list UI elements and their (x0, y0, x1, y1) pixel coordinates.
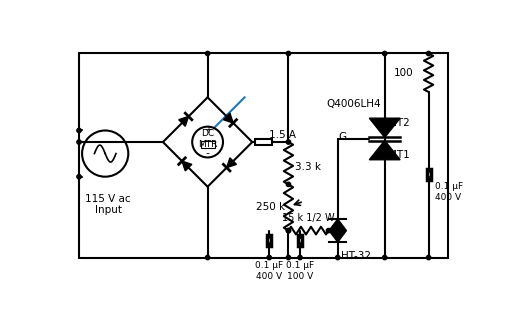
Circle shape (286, 182, 291, 187)
Circle shape (77, 128, 81, 133)
Circle shape (77, 174, 81, 179)
Text: 0.1 μF
100 V: 0.1 μF 100 V (286, 261, 314, 281)
Polygon shape (369, 118, 400, 137)
Polygon shape (369, 141, 400, 160)
Circle shape (286, 229, 291, 233)
Circle shape (427, 255, 431, 260)
Text: G: G (338, 132, 346, 142)
Text: 3.3 k: 3.3 k (295, 162, 321, 172)
Circle shape (298, 255, 302, 260)
Polygon shape (182, 161, 192, 171)
Polygon shape (227, 158, 237, 168)
Polygon shape (329, 230, 346, 242)
Circle shape (286, 229, 291, 233)
Polygon shape (329, 219, 346, 230)
Text: MT1: MT1 (388, 150, 409, 160)
Circle shape (383, 51, 387, 56)
Text: 0.1 μF
400 V: 0.1 μF 400 V (255, 261, 283, 281)
Circle shape (327, 229, 331, 233)
Circle shape (192, 127, 223, 157)
Circle shape (286, 140, 291, 144)
Circle shape (77, 140, 81, 144)
Text: 100: 100 (393, 68, 413, 78)
Text: MT2: MT2 (388, 118, 409, 128)
Circle shape (427, 51, 431, 56)
Text: 15 k 1/2 W: 15 k 1/2 W (282, 213, 335, 223)
Text: 0.1 μF
400 V: 0.1 μF 400 V (435, 183, 463, 202)
Text: Q4006LH4: Q4006LH4 (326, 99, 381, 109)
Text: HT-32: HT-32 (341, 251, 371, 261)
Circle shape (267, 255, 271, 260)
Text: +: + (203, 126, 212, 136)
Text: 250 k: 250 k (256, 202, 285, 212)
Polygon shape (179, 116, 189, 126)
Text: 115 V ac
Input: 115 V ac Input (85, 194, 131, 215)
Circle shape (205, 51, 210, 56)
Bar (201, 141, 215, 148)
Circle shape (336, 255, 340, 260)
Text: DC
MTR: DC MTR (198, 129, 217, 149)
Bar (254, 139, 271, 145)
Text: 1.5 A: 1.5 A (269, 130, 296, 140)
Text: -: - (205, 149, 210, 159)
Circle shape (383, 255, 387, 260)
Circle shape (205, 255, 210, 260)
Polygon shape (223, 113, 233, 123)
Circle shape (286, 255, 291, 260)
Circle shape (286, 51, 291, 56)
